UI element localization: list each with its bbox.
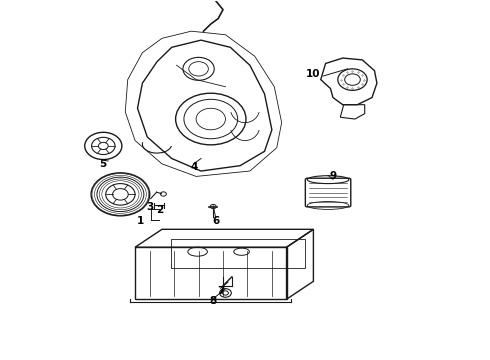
Text: 6: 6 xyxy=(212,216,220,226)
Text: 9: 9 xyxy=(329,171,337,181)
Text: 10: 10 xyxy=(306,69,320,79)
Text: 7: 7 xyxy=(217,286,224,296)
Text: 4: 4 xyxy=(190,162,197,172)
Text: 1: 1 xyxy=(136,216,144,226)
Text: 8: 8 xyxy=(210,296,217,306)
Text: 5: 5 xyxy=(99,159,107,169)
Text: 2: 2 xyxy=(156,206,163,216)
Text: 3: 3 xyxy=(146,202,153,212)
Bar xyxy=(171,239,305,268)
Bar xyxy=(135,247,287,299)
